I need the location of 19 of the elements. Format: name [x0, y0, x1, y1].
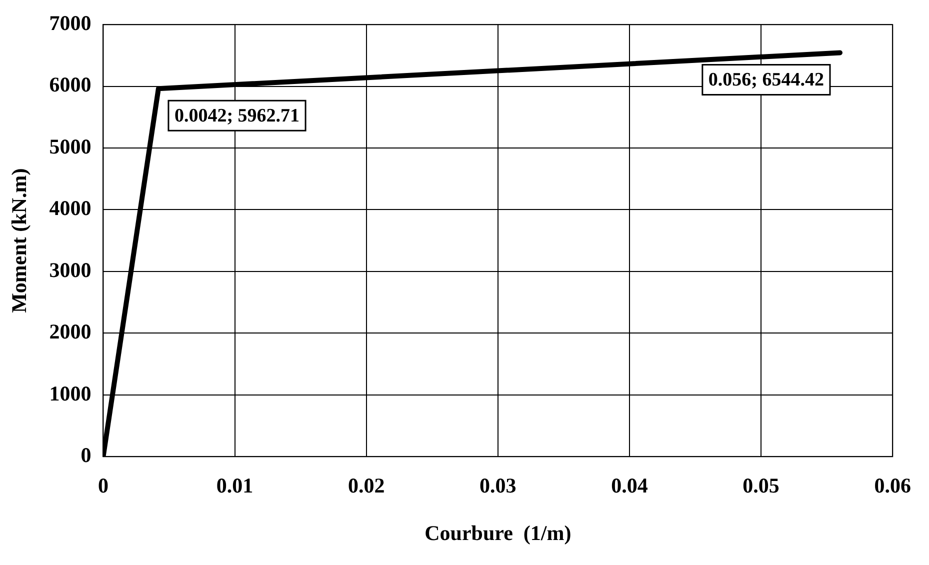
y-tick-label: 0	[80, 443, 92, 468]
y-tick-label: 4000	[49, 196, 92, 220]
y-tick-label: 7000	[49, 11, 92, 36]
y-tick-label: 5000	[49, 134, 92, 158]
y-tick-label: 1000	[49, 381, 92, 406]
x-tick-label: 0.01	[216, 474, 254, 498]
x-tick-label: 0.03	[480, 474, 516, 498]
x-tick-label: 0.04	[611, 474, 648, 498]
y-tick-label: 3000	[49, 258, 92, 282]
annotation: 0.056; 6544.42	[708, 70, 824, 91]
x-tick-label: 0.02	[348, 474, 385, 498]
x-tick-label: 0.05	[742, 474, 780, 498]
x-tick-label: 0	[98, 474, 108, 498]
y-axis-title: Moment (kN.m)	[7, 168, 32, 313]
x-tick-label: 0.06	[874, 474, 911, 498]
y-tick-label: 6000	[49, 72, 92, 97]
annotation: 0.0042; 5962.71	[174, 106, 300, 127]
x-axis-title: Courbure (1/m)	[424, 520, 572, 545]
y-tick-label: 2000	[49, 320, 92, 344]
